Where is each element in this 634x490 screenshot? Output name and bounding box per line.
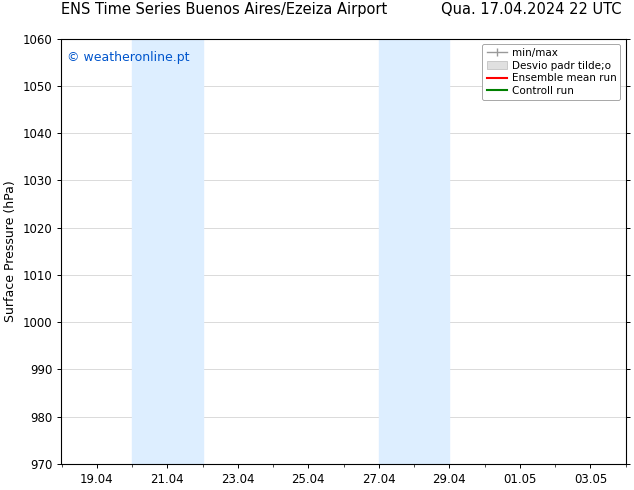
Text: ENS Time Series Buenos Aires/Ezeiza Airport: ENS Time Series Buenos Aires/Ezeiza Airp… <box>61 2 388 17</box>
Bar <box>132 39 202 464</box>
Text: Qua. 17.04.2024 22 UTC: Qua. 17.04.2024 22 UTC <box>441 2 621 17</box>
Y-axis label: Surface Pressure (hPa): Surface Pressure (hPa) <box>4 180 17 322</box>
Legend: min/max, Desvio padr tilde;o, Ensemble mean run, Controll run: min/max, Desvio padr tilde;o, Ensemble m… <box>482 44 621 100</box>
Bar <box>379 39 450 464</box>
Text: © weatheronline.pt: © weatheronline.pt <box>67 51 190 64</box>
